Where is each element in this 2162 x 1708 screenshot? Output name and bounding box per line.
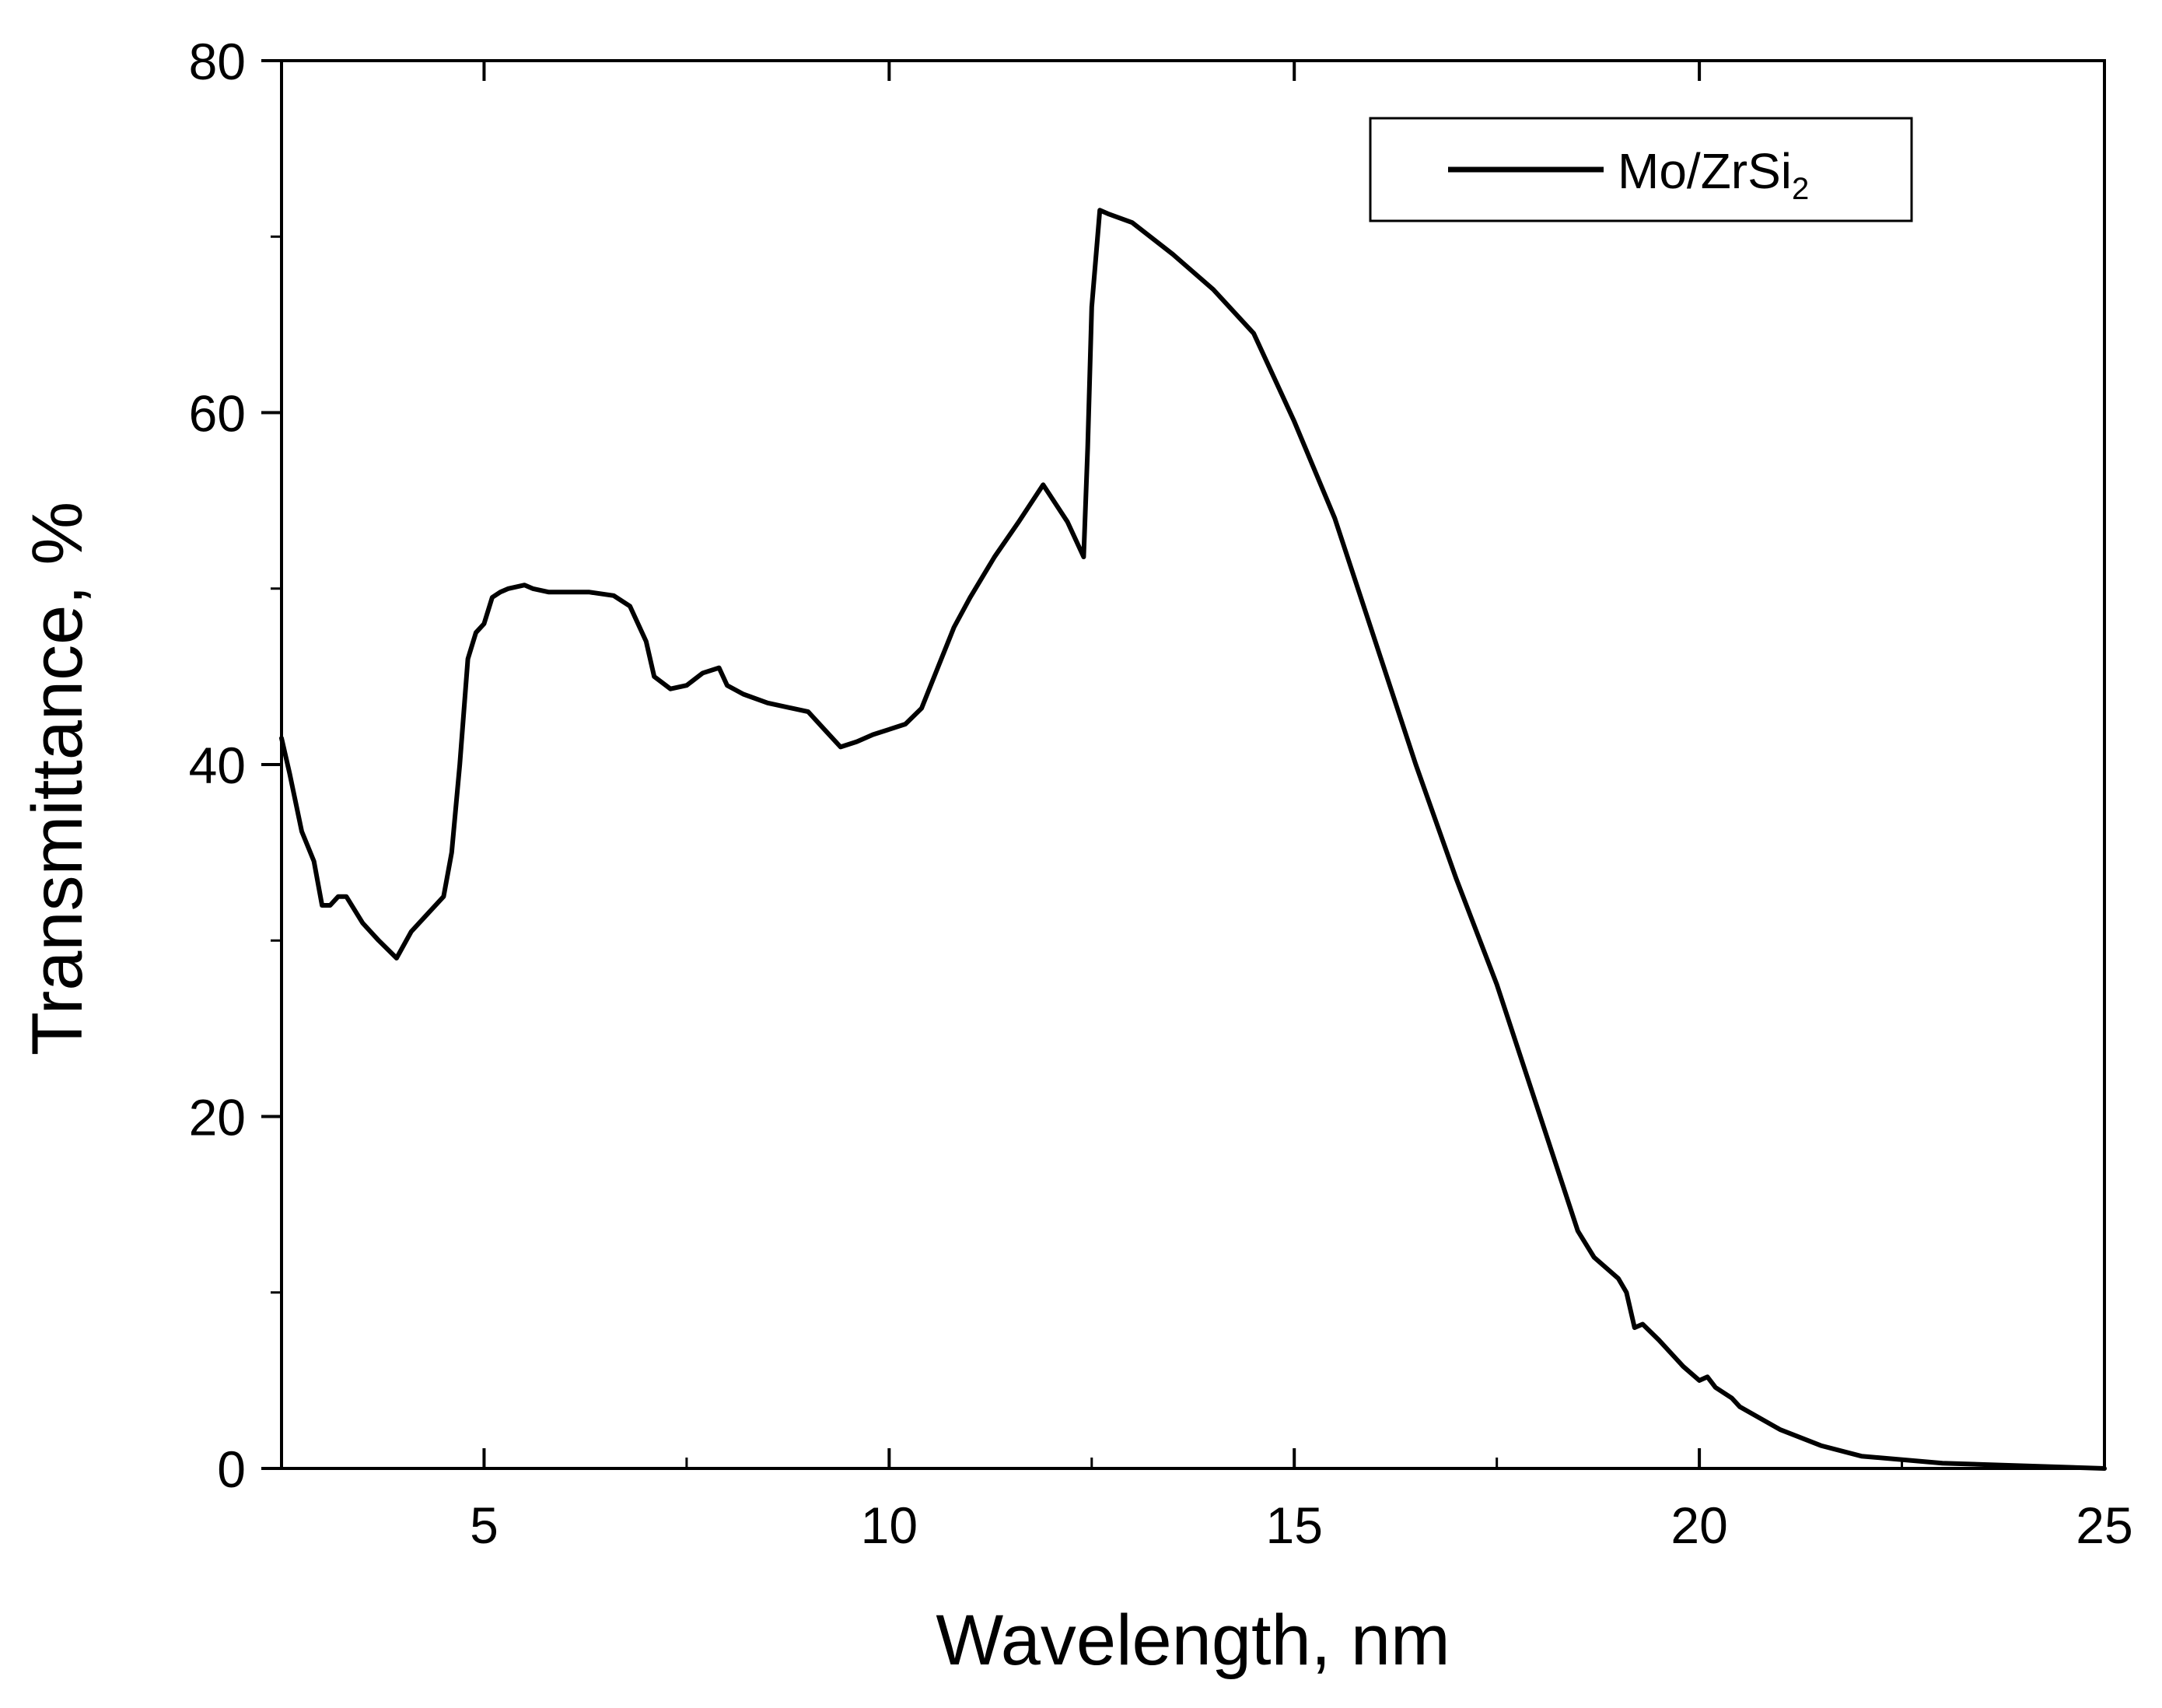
x-axis-title: Wavelength, nm (936, 1601, 1450, 1680)
x-tick-label: 10 (861, 1496, 918, 1554)
series-line-mo-zrsi2 (279, 208, 2107, 1471)
y-tick-label: 0 (217, 1440, 246, 1498)
y-tick-label: 60 (189, 385, 246, 443)
y-tick-label: 20 (189, 1089, 246, 1146)
legend: Mo/ZrSi2 (1369, 117, 1913, 222)
y-tick-label: 40 (189, 737, 246, 794)
x-tick-label: 15 (1266, 1496, 1323, 1554)
series-layer (279, 208, 2107, 1471)
x-tick-label: 5 (470, 1496, 499, 1554)
legend-label: Mo/ZrSi2 (1618, 143, 1809, 206)
x-tick-label: 25 (2076, 1496, 2132, 1554)
x-tick-label: 20 (1670, 1496, 1727, 1554)
axes-layer: 5 10 15 20 25 0 20 40 60 80 (189, 33, 2133, 1554)
legend-label-main: Mo/ZrSi (1618, 143, 1792, 199)
legend-label-subscript: 2 (1792, 172, 1809, 206)
y-axis-title: Transmittance, % (18, 502, 97, 1055)
y-tick-label: 80 (189, 33, 246, 90)
